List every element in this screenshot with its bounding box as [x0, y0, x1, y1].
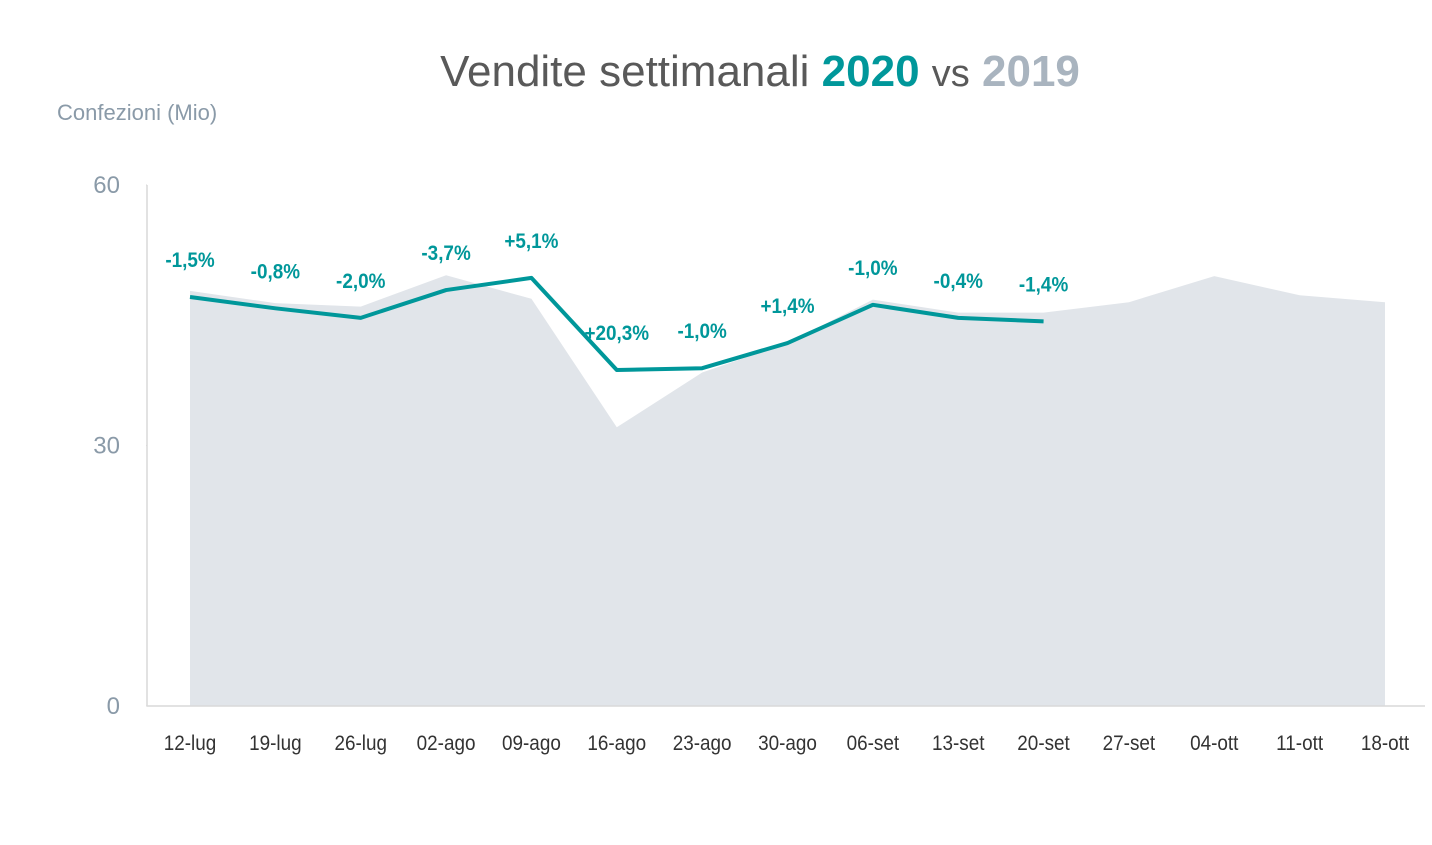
data-label: -2,0%	[336, 270, 386, 293]
chart-title: Vendite settimanali 2020 vs 2019	[440, 47, 1080, 96]
line	[189, 275, 1044, 372]
area	[190, 275, 1385, 706]
x-tick-label: 13-set	[932, 732, 985, 755]
x-tick-label: 06-set	[847, 732, 900, 755]
data-label: -1,4%	[1019, 273, 1069, 296]
x-tick-label: 19-lug	[249, 732, 302, 755]
data-label: -0,4%	[934, 270, 984, 293]
x-tick-label: 20-set	[1017, 732, 1070, 755]
x-tick-label: 11-ott	[1276, 732, 1323, 755]
data-label: -3,7%	[421, 242, 471, 265]
y-axis-label: Confezioni (Mio)	[57, 100, 217, 125]
data-label: -1,5%	[165, 249, 215, 272]
title-text: Vendite settimanali	[440, 47, 809, 96]
data-label: -1,0%	[848, 257, 898, 280]
x-tick-label: 26-lug	[334, 732, 387, 755]
title-series: 2020	[822, 47, 920, 96]
x-tick-label: 30-ago	[758, 732, 817, 755]
y-tick-label: 30	[93, 433, 120, 460]
x-tick-label: 09-ago	[502, 732, 561, 755]
data-label: -1,0%	[677, 320, 727, 343]
data-label: +5,1%	[504, 230, 558, 253]
y-tick-label: 0	[107, 693, 120, 720]
x-tick-label: 16-ago	[587, 732, 646, 755]
title-series: 2019	[982, 47, 1080, 96]
x-tick-label: 12-lug	[164, 732, 217, 755]
x-tick-label: 02-ago	[417, 732, 476, 755]
data-label: -0,8%	[251, 260, 301, 283]
title-connector: vs	[932, 53, 970, 95]
data-label: +1,4%	[760, 295, 814, 318]
x-tick-label: 04-ott	[1190, 732, 1239, 755]
data-label: +20,3%	[584, 322, 649, 345]
x-tick-label: 27-set	[1103, 732, 1156, 755]
x-tick-label: 18-ott	[1361, 732, 1410, 755]
x-tick-label: 23-ago	[673, 732, 732, 755]
y-tick-label: 60	[93, 172, 120, 199]
